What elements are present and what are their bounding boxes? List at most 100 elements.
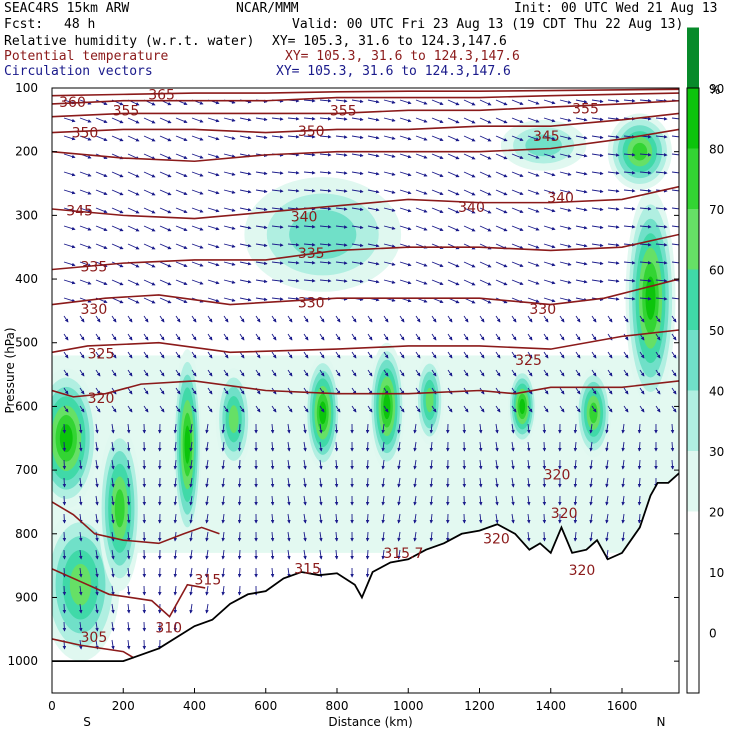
rh-contour bbox=[184, 425, 191, 464]
vector-arrow bbox=[495, 117, 508, 124]
colorbar-swatch bbox=[687, 88, 699, 149]
vector-arrow bbox=[207, 117, 220, 123]
vector-arrow bbox=[111, 585, 115, 596]
vector-arrow bbox=[143, 297, 156, 304]
rh-cell bbox=[98, 425, 142, 592]
vector-arrow bbox=[95, 117, 108, 124]
vector-arrow bbox=[303, 315, 309, 323]
vector-arrow bbox=[605, 495, 609, 506]
fcst-value: 48 h bbox=[64, 17, 96, 32]
axes: 100 200 300 400 500 600 700 800 900 1000 0 200 400 60… bbox=[3, 81, 680, 729]
vector-arrow bbox=[591, 135, 604, 140]
vector-arrow bbox=[335, 369, 341, 377]
vector-arrow bbox=[319, 315, 325, 323]
vector-arrow bbox=[655, 369, 661, 377]
vector-arrow bbox=[447, 189, 460, 196]
vector-arrow bbox=[62, 549, 67, 560]
vector-arrow bbox=[111, 459, 115, 470]
vector-arrow bbox=[621, 477, 625, 488]
vector-arrow bbox=[479, 207, 492, 214]
vector-arrow bbox=[191, 225, 204, 231]
vector-arrow bbox=[95, 189, 108, 196]
rh-contour bbox=[59, 424, 73, 453]
vector-arrow bbox=[367, 117, 380, 122]
vector-arrow bbox=[175, 333, 181, 341]
vector-arrow bbox=[191, 387, 197, 395]
vector-arrow bbox=[621, 513, 625, 524]
vector-arrow bbox=[173, 621, 178, 632]
vector-arrow bbox=[351, 207, 364, 212]
vector-arrow bbox=[175, 387, 181, 395]
vector-arrow bbox=[575, 387, 581, 395]
vector-arrow bbox=[543, 225, 556, 231]
vector-arrow bbox=[415, 279, 428, 285]
vector-arrow bbox=[591, 351, 597, 359]
vector-arrow bbox=[143, 171, 156, 178]
vector-arrow bbox=[126, 459, 131, 470]
vector-arrow bbox=[111, 351, 117, 359]
vector-arrow bbox=[271, 297, 284, 301]
vector-arrow bbox=[429, 531, 434, 542]
vector-arrow bbox=[559, 99, 572, 104]
vector-arrow bbox=[479, 351, 485, 359]
vector-arrow bbox=[478, 495, 483, 506]
rh-cell bbox=[625, 189, 676, 407]
vector-arrow bbox=[62, 531, 67, 542]
vector-arrow bbox=[479, 135, 492, 142]
vector-arrow bbox=[589, 477, 593, 488]
vector-arrow bbox=[126, 567, 131, 578]
vector-arrow bbox=[334, 459, 339, 470]
vector-arrow bbox=[573, 495, 578, 506]
vector-arrow bbox=[399, 207, 412, 213]
vector-arrow bbox=[415, 333, 421, 341]
vector-arrow bbox=[143, 189, 156, 196]
vector-arrow bbox=[607, 261, 620, 265]
vector-arrow bbox=[79, 387, 85, 395]
vector-arrow bbox=[381, 441, 385, 452]
vector-arrow bbox=[189, 531, 193, 542]
vector-arrow bbox=[221, 567, 225, 578]
vector-arrow bbox=[511, 405, 517, 413]
vector-arrow bbox=[143, 369, 149, 377]
vector-arrow bbox=[447, 279, 460, 286]
vector-arrow bbox=[671, 207, 679, 210]
theta-contour-310 bbox=[52, 568, 206, 618]
vector-arrow bbox=[542, 531, 547, 542]
vector-arrow bbox=[63, 243, 76, 249]
vector-arrow bbox=[111, 135, 124, 142]
vector-arrow bbox=[542, 441, 547, 452]
vector-arrow bbox=[543, 135, 556, 141]
vector-arrow bbox=[527, 405, 533, 413]
vector-arrow bbox=[367, 135, 380, 140]
vector-arrow bbox=[351, 189, 364, 194]
theta-label: 330 bbox=[298, 296, 325, 312]
vector-arrow bbox=[62, 513, 67, 524]
vector-arrow bbox=[223, 153, 236, 158]
vector-arrow bbox=[591, 405, 597, 413]
vector-arrow bbox=[175, 405, 181, 413]
org-label: NCAR/MMM bbox=[236, 1, 299, 16]
colorbar-swatch bbox=[687, 209, 699, 270]
vector-arrow bbox=[495, 405, 501, 413]
vector-arrow bbox=[207, 405, 213, 413]
vector-arrow bbox=[173, 477, 178, 488]
vector-arrow bbox=[143, 153, 156, 160]
vector-arrow bbox=[111, 243, 124, 250]
vector-arrow bbox=[671, 153, 679, 156]
vector-arrow bbox=[639, 98, 652, 103]
rh-contour bbox=[69, 563, 92, 606]
vector-arrow bbox=[143, 207, 156, 214]
vector-arrow bbox=[159, 297, 172, 304]
vector-arrow bbox=[367, 189, 380, 194]
vector-arrow bbox=[159, 171, 172, 178]
vector-arrow bbox=[127, 405, 133, 413]
vector-arrow bbox=[607, 369, 613, 377]
vector-arrow bbox=[189, 549, 193, 560]
vector-arrow bbox=[589, 495, 593, 506]
theta-label: 320 bbox=[88, 391, 115, 407]
vector-arrow bbox=[335, 351, 341, 359]
vector-arrow bbox=[463, 135, 476, 142]
vector-arrow bbox=[365, 513, 370, 524]
theta-label: 320 bbox=[483, 531, 510, 547]
